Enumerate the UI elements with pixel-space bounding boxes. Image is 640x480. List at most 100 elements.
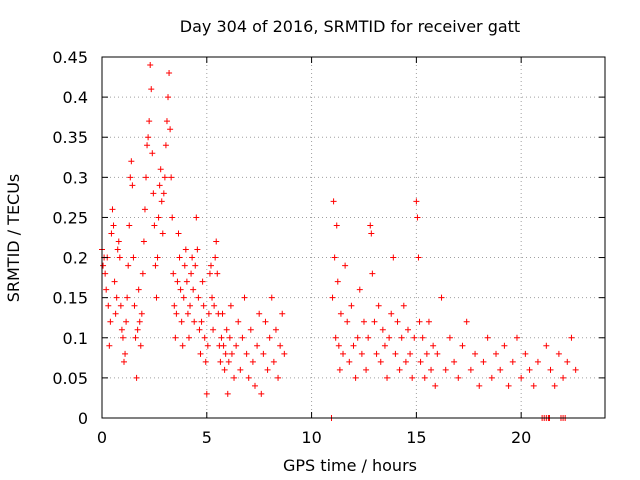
data-point (547, 366, 554, 373)
data-point (139, 270, 146, 277)
data-point (172, 334, 179, 341)
data-point (207, 262, 214, 269)
data-point (390, 254, 397, 261)
data-point (202, 358, 209, 365)
data-point (158, 198, 165, 205)
data-point (388, 310, 395, 317)
data-point (423, 350, 430, 357)
data-point (193, 214, 200, 221)
data-point (331, 254, 338, 261)
data-point (396, 366, 403, 373)
data-point (472, 350, 479, 357)
data-point (214, 270, 221, 277)
data-point (157, 166, 164, 173)
data-point (205, 310, 212, 317)
data-point (194, 246, 201, 253)
data-point (134, 326, 141, 333)
data-point (476, 382, 483, 389)
data-point (145, 134, 152, 141)
data-point (156, 182, 163, 189)
data-point (161, 174, 168, 181)
data-point (233, 342, 240, 349)
data-point (459, 342, 466, 349)
data-point (168, 174, 175, 181)
data-point (131, 302, 138, 309)
data-point (256, 310, 263, 317)
x-axis-label: GPS time / hours (283, 456, 417, 475)
data-point (270, 358, 277, 365)
data-point (332, 334, 339, 341)
data-point (363, 366, 370, 373)
data-point (264, 366, 271, 373)
x-tick-label: 15 (406, 428, 426, 447)
data-point (179, 342, 186, 349)
data-point (432, 382, 439, 389)
data-point (178, 318, 185, 325)
data-point (199, 278, 206, 285)
data-point (344, 318, 351, 325)
data-point (206, 270, 213, 277)
data-point (189, 254, 196, 261)
data-point (463, 318, 470, 325)
data-point (166, 70, 173, 77)
data-point (165, 94, 172, 101)
axis-ticks: 0 0.05 0.1 0.15 0.2 0.25 0.3 0.35 0.4 0.45 0 5 10 15 2… (52, 48, 605, 447)
data-point (350, 342, 357, 349)
grid-lines (102, 57, 605, 418)
data-point (446, 334, 453, 341)
data-point (183, 278, 190, 285)
data-point (277, 342, 284, 349)
data-point (187, 302, 194, 309)
data-point (411, 334, 418, 341)
data-point (394, 318, 401, 325)
data-point (167, 126, 174, 133)
data-point (123, 318, 130, 325)
data-point (416, 318, 423, 325)
data-point (137, 342, 144, 349)
data-point (534, 358, 541, 365)
data-point (227, 302, 234, 309)
data-point (501, 342, 508, 349)
data-point (171, 302, 178, 309)
data-point (146, 118, 153, 125)
data-point (124, 294, 131, 301)
data-point (185, 334, 192, 341)
data-point (151, 222, 158, 229)
data-point (177, 286, 184, 293)
y-tick-label: 0.2 (63, 249, 88, 268)
data-point (128, 158, 135, 165)
data-point (392, 350, 399, 357)
data-point (402, 358, 409, 365)
data-point (203, 390, 210, 397)
data-point (132, 334, 139, 341)
data-point (413, 198, 420, 205)
data-point (159, 230, 166, 237)
data-point (184, 310, 191, 317)
data-point (518, 374, 525, 381)
data-point (239, 334, 246, 341)
data-point (358, 350, 365, 357)
data-point (152, 262, 159, 269)
data-point (245, 374, 252, 381)
data-point (113, 294, 120, 301)
data-point (258, 390, 265, 397)
data-point (195, 294, 202, 301)
data-point (162, 142, 169, 149)
data-point (564, 358, 571, 365)
data-point (365, 334, 372, 341)
data-point (354, 334, 361, 341)
data-point (513, 334, 520, 341)
data-point (141, 206, 148, 213)
data-point (219, 310, 226, 317)
data-point (522, 350, 529, 357)
data-point (192, 262, 199, 269)
data-point (169, 214, 176, 221)
data-point (191, 318, 198, 325)
data-point (130, 254, 137, 261)
data-point (434, 350, 441, 357)
data-point (197, 350, 204, 357)
data-point (407, 350, 414, 357)
data-point (180, 294, 187, 301)
data-point (133, 374, 140, 381)
data-point (367, 222, 374, 229)
